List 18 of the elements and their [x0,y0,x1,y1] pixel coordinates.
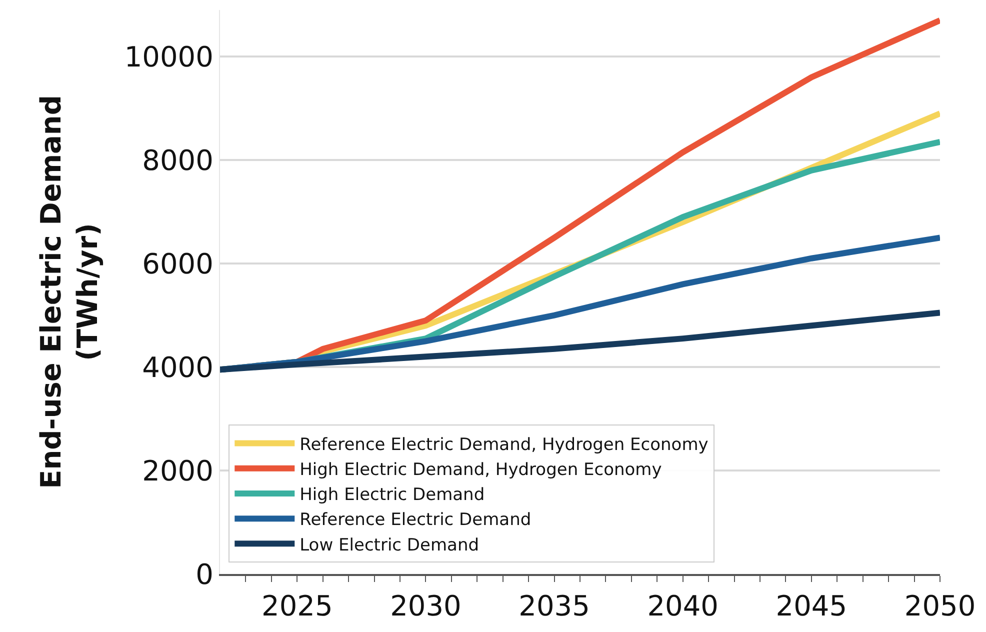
x-tick-label: 2050 [904,589,976,622]
y-axis-title: End-use Electric Demand (TWh/yr) [34,95,104,489]
legend-label: High Electric Demand [300,485,485,506]
x-tick-label: 2025 [262,589,333,622]
y-tick-label: 10000 [124,40,214,74]
x-tick-label: 2030 [390,589,462,622]
legend-label: Reference Electric Demand, Hydrogen Economy [300,434,708,455]
legend-label: Low Electric Demand [300,535,480,556]
y-tick-label: 0 [196,558,214,591]
y-tick-label: 6000 [142,247,214,280]
y-tick-label: 4000 [142,350,214,384]
x-tick-label: 2035 [518,589,590,622]
y-tick-label: 8000 [142,144,214,177]
legend-label: High Electric Demand, Hydrogen Economy [300,460,662,480]
legend-label: Reference Electric Demand [300,510,532,530]
y-tick-label: 2000 [142,454,214,488]
x-tick-label: 2040 [647,589,718,622]
x-tick-label: 2045 [776,589,848,622]
